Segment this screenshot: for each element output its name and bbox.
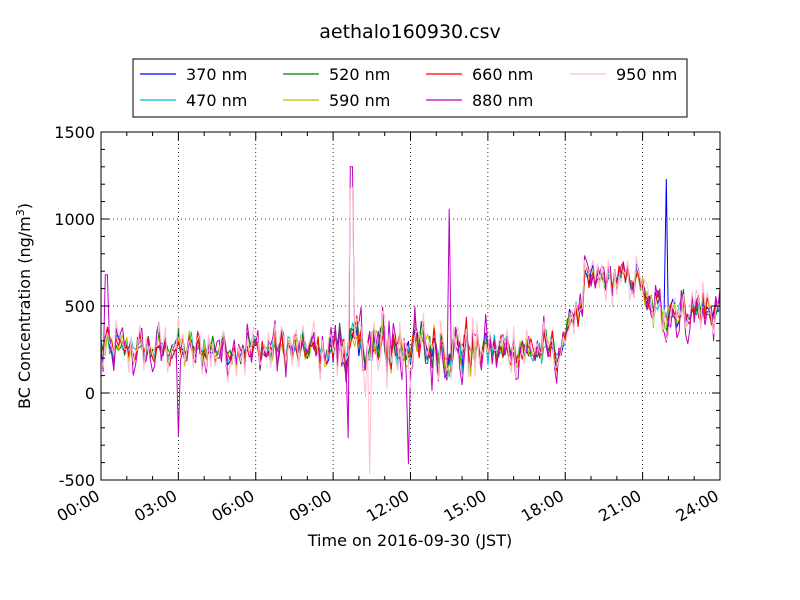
legend-box xyxy=(132,58,688,118)
x-tick-label: 09:00 xyxy=(286,486,335,526)
y-tick-label: -500 xyxy=(59,471,95,490)
y-tick-label: 1000 xyxy=(54,210,95,229)
y-tick-label: 0 xyxy=(85,384,95,403)
y-tick-label: 1500 xyxy=(54,123,95,142)
legend-label: 470 nm xyxy=(186,91,247,110)
x-axis: 00:00 03:00 06:00 09:00 12:00 15:00 18:00 21:00… xyxy=(54,132,722,526)
x-tick-label: 15:00 xyxy=(440,486,489,526)
series-line-950-nm xyxy=(100,187,721,475)
y-axis-label-close: ) xyxy=(15,203,34,209)
y-tick-label: 500 xyxy=(64,297,95,316)
x-tick-label: 06:00 xyxy=(208,486,257,526)
legend-label: 370 nm xyxy=(186,65,247,84)
legend-label: 590 nm xyxy=(329,91,390,110)
x-tick-label: 03:00 xyxy=(131,486,180,526)
legend-label: 520 nm xyxy=(329,65,390,84)
legend-label: 950 nm xyxy=(616,65,677,84)
x-tick-label: 21:00 xyxy=(595,486,644,526)
x-tick-label: 00:00 xyxy=(54,486,103,526)
x-tick-label: 18:00 xyxy=(518,486,567,526)
y-axis-label-main: BC Concentration (ng/m xyxy=(15,216,34,409)
y-axis: -500 0 500 1000 1500 xyxy=(54,123,720,490)
y-axis-label-superscript: 3 xyxy=(14,209,27,216)
legend: 370 nm 470 nm 520 nm 590 nm 660 nm 880 nm 950 … xyxy=(132,58,688,118)
series-line-590-nm xyxy=(100,262,721,383)
gridlines xyxy=(101,132,720,480)
x-tick-label: 12:00 xyxy=(363,486,412,526)
legend-label: 880 nm xyxy=(472,91,533,110)
chart-title: aethalo160930.csv xyxy=(319,21,501,43)
series-line-880-nm xyxy=(100,166,721,465)
x-axis-label: Time on 2016-09-30 (JST) xyxy=(307,531,512,550)
y-axis-label: BC Concentration (ng/m3) xyxy=(14,203,34,409)
legend-label: 660 nm xyxy=(472,65,533,84)
plot-area xyxy=(100,166,721,475)
series-line-660-nm xyxy=(100,263,721,382)
x-tick-label: 24:00 xyxy=(673,486,722,526)
